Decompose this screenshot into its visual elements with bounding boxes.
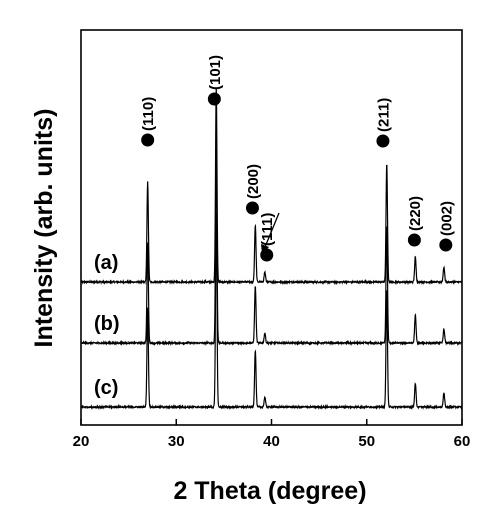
trace-1 [80, 87, 463, 286]
peak-marker-6 [407, 233, 421, 247]
x-tick-label-60: 60 [454, 433, 471, 450]
arrow-shaft [264, 212, 280, 248]
peak-label-4: (111) [259, 213, 276, 246]
peak-label-3: (200) [245, 164, 262, 199]
x-tick-label-30: 30 [168, 433, 185, 450]
peak-label-2: (101) [207, 55, 224, 90]
x-tick-label-40: 40 [263, 433, 280, 450]
peak-labels: (110) (101) (200) (111) (211) (220) (002) [140, 55, 455, 246]
peak-markers [141, 92, 453, 262]
x-axis-title: 2 Theta (degree) [173, 477, 366, 505]
series-label-1: (a) [94, 252, 118, 274]
peak-label-7: (002) [438, 201, 455, 236]
peak-marker-5 [376, 134, 390, 148]
trace-2 [80, 148, 463, 347]
x-tick-label-20: 20 [73, 433, 90, 450]
series-labels: (a) (b) (c) [94, 252, 120, 399]
series-label-2: (b) [94, 313, 120, 335]
peak-marker-3 [245, 201, 259, 215]
x-ticks: 20 30 40 50 60 [73, 419, 471, 450]
peak-label-6: (220) [407, 196, 424, 231]
peak-marker-2 [207, 92, 221, 106]
x-tick-label-50: 50 [358, 433, 375, 450]
traces [80, 87, 463, 411]
arrow-head [261, 244, 269, 254]
annotation-arrow [261, 212, 280, 254]
peak-label-5: (211) [375, 98, 392, 132]
peak-marker-1 [141, 133, 155, 147]
y-axis-title: Intensity (arb. units) [30, 109, 58, 348]
trace-3 [80, 212, 463, 411]
peak-label-1: (110) [140, 97, 157, 131]
series-label-3: (c) [94, 377, 118, 399]
peak-marker-7 [439, 238, 453, 252]
